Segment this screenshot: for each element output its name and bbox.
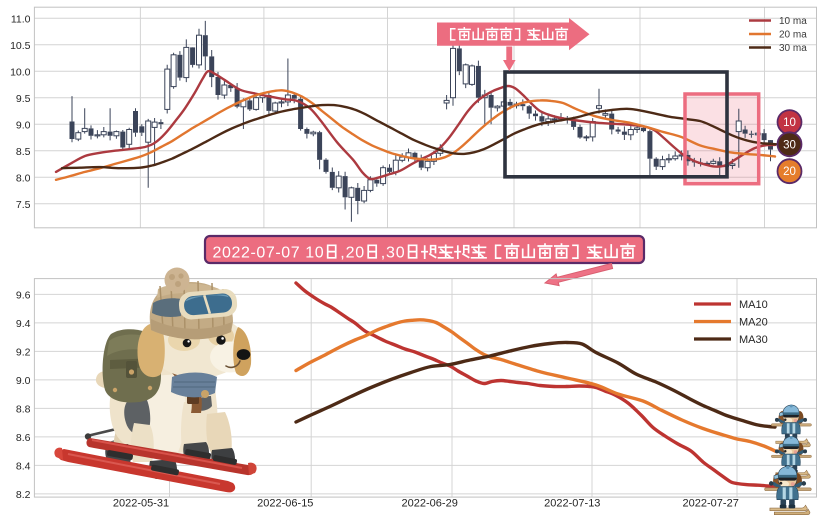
- svg-text:2022-07-27: 2022-07-27: [683, 498, 739, 510]
- svg-text:2022-05-31: 2022-05-31: [113, 498, 169, 510]
- svg-text:10: 10: [783, 117, 796, 129]
- svg-text:8.5: 8.5: [16, 146, 31, 158]
- svg-text:9.2: 9.2: [16, 347, 31, 359]
- svg-text:MA20: MA20: [739, 317, 768, 329]
- svg-text:2022-06-29: 2022-06-29: [402, 498, 458, 510]
- svg-text:10 ma: 10 ma: [779, 16, 807, 27]
- svg-text:30 ma: 30 ma: [779, 43, 807, 54]
- svg-text:2022-07-07 10: 2022-07-07 10: [213, 245, 324, 262]
- svg-text:8.6: 8.6: [16, 432, 31, 444]
- svg-text:10.5: 10.5: [10, 40, 31, 52]
- svg-text:,30: ,30: [381, 245, 405, 262]
- svg-text:9.6: 9.6: [16, 290, 31, 302]
- svg-text:8.0: 8.0: [16, 173, 31, 185]
- svg-text:8.4: 8.4: [16, 461, 31, 473]
- svg-text:9.0: 9.0: [16, 375, 31, 387]
- svg-text:9.4: 9.4: [16, 318, 31, 330]
- svg-text:9.5: 9.5: [16, 93, 31, 105]
- svg-text:20: 20: [783, 166, 796, 178]
- svg-text:11.0: 11.0: [11, 14, 31, 26]
- svg-text:MA30: MA30: [739, 334, 768, 346]
- svg-text:,20: ,20: [340, 245, 364, 262]
- svg-text:2022-06-15: 2022-06-15: [257, 498, 313, 510]
- svg-text:7.5: 7.5: [16, 199, 31, 211]
- svg-text:30: 30: [783, 139, 796, 151]
- svg-text:MA10: MA10: [739, 299, 768, 311]
- svg-text:20 ma: 20 ma: [779, 30, 807, 41]
- svg-text:8.8: 8.8: [16, 404, 31, 416]
- svg-text:9.0: 9.0: [16, 120, 31, 132]
- svg-text:2022-07-13: 2022-07-13: [544, 498, 600, 510]
- svg-text:8.2: 8.2: [16, 489, 31, 501]
- svg-text:10.0: 10.0: [10, 67, 31, 79]
